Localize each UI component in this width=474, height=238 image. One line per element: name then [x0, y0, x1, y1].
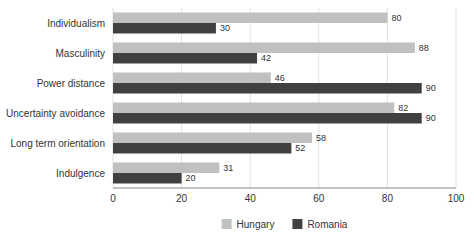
x-tick-label: 0: [110, 193, 116, 204]
grid-line: [387, 8, 388, 188]
data-label: 80: [391, 13, 401, 23]
x-tick-label: 20: [176, 193, 188, 204]
data-label: 42: [261, 53, 271, 63]
chart-svg: 0 20 40 60 80 100 Individualism Masculinity Powe…: [0, 0, 474, 238]
data-label: 88: [419, 43, 429, 53]
data-labels: 80 88 46 82 58 31 30 42 90 90 52 20: [186, 13, 436, 184]
data-label: 90: [426, 113, 436, 123]
x-tick-label: 80: [382, 193, 394, 204]
legend-swatch: [222, 219, 232, 229]
bar: [113, 53, 257, 64]
category-label: Masculinity: [56, 48, 105, 59]
bar: [113, 83, 422, 94]
category-label: Indulgence: [56, 168, 105, 179]
data-label: 30: [220, 23, 230, 33]
x-tick-label: 40: [245, 193, 257, 204]
category-label: Uncertainty avoidance: [6, 108, 105, 119]
legend-item: Hungary: [222, 219, 275, 230]
x-tick-label: 60: [313, 193, 325, 204]
legend-label: Hungary: [237, 219, 275, 230]
bar: [113, 133, 312, 144]
legend-swatch: [292, 219, 302, 229]
bar: [113, 43, 415, 54]
y-axis: Individualism Masculinity Power distance Un…: [6, 18, 105, 179]
data-label: 20: [186, 173, 196, 183]
category-label: Long term orientation: [10, 138, 105, 149]
chart-container: 0 20 40 60 80 100 Individualism Masculinity Powe…: [0, 0, 474, 238]
legend-label: Romania: [307, 219, 347, 230]
bar: [113, 173, 182, 184]
x-axis: 0 20 40 60 80 100: [110, 188, 465, 204]
data-label: 90: [426, 83, 436, 93]
grid-line: [113, 8, 114, 188]
data-label: 46: [275, 73, 285, 83]
bars: [113, 13, 422, 184]
legend: Hungary Romania: [222, 219, 348, 230]
bar: [113, 23, 216, 34]
category-label: Power distance: [37, 78, 106, 89]
bar: [113, 143, 291, 154]
bar: [113, 103, 394, 114]
legend-item: Romania: [292, 219, 347, 230]
grid-line: [456, 8, 457, 188]
x-tick-label: 100: [448, 193, 465, 204]
data-label: 31: [223, 163, 233, 173]
bar: [113, 13, 387, 24]
bar: [113, 163, 219, 174]
data-label: 82: [398, 103, 408, 113]
data-label: 52: [295, 143, 305, 153]
x-grid: [113, 8, 456, 188]
x-axis-line: [113, 188, 456, 189]
grid-line: [318, 8, 319, 188]
category-label: Individualism: [47, 18, 105, 29]
grid-line: [250, 8, 251, 188]
grid-line: [181, 8, 182, 188]
data-label: 58: [316, 133, 326, 143]
bar: [113, 113, 422, 124]
bar: [113, 73, 271, 84]
